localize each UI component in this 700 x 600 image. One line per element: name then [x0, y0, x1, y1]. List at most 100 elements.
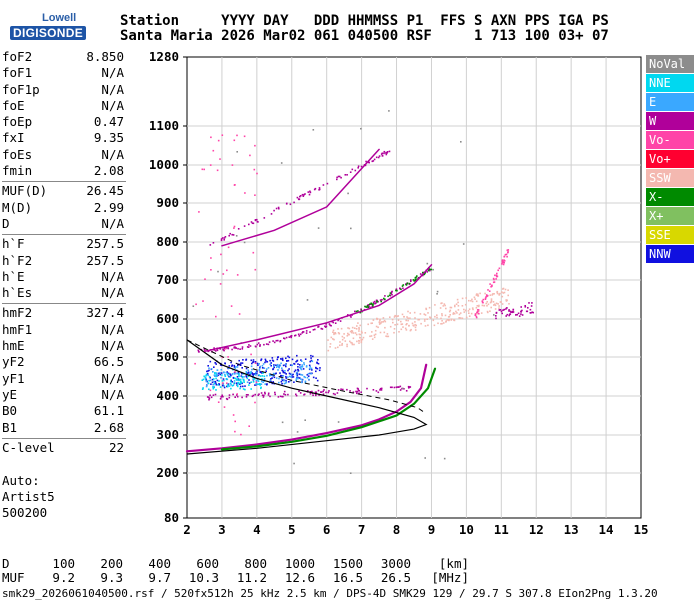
- echo-point-3hop: [231, 233, 233, 236]
- echo-point-ssw: [507, 294, 509, 297]
- echo-point-noval: [192, 305, 195, 307]
- echo-point-2hop-x: [365, 306, 368, 308]
- echo-point-ssw: [475, 294, 478, 296]
- echo-point-tail-w: [509, 310, 512, 313]
- echo-point-nnw: [271, 377, 273, 379]
- y-tick-label: 500: [156, 349, 179, 364]
- echo-point-nne: [232, 384, 235, 386]
- echo-point-2hop-x: [413, 280, 415, 282]
- echo-point-nnw: [281, 379, 284, 381]
- echo-point-ssw: [364, 332, 367, 334]
- muf-unit: [MHz]: [431, 570, 469, 585]
- echo-point-ssw: [494, 303, 496, 306]
- echo-point-2hop: [231, 348, 233, 351]
- echo-point-nne: [236, 384, 239, 386]
- echo-point-w: [399, 389, 402, 391]
- echo-point-nnw: [287, 369, 289, 372]
- echo-point-nnw: [261, 367, 264, 369]
- echo-point-noval: [281, 421, 284, 424]
- echo-point-e: [255, 380, 258, 382]
- echo-point-ssw: [434, 304, 436, 306]
- echo-point-nnw: [287, 355, 289, 358]
- echo-point-w: [315, 394, 317, 397]
- echo-point-w: [366, 387, 368, 390]
- echo-point-e: [243, 376, 245, 378]
- echo-point-e: [277, 365, 280, 367]
- echo-point-3hop: [383, 152, 385, 155]
- echo-point-tail: [476, 311, 478, 314]
- echo-point-noise: [238, 313, 241, 315]
- echo-point-w: [209, 394, 211, 397]
- echo-point-ssw: [394, 314, 396, 317]
- echo-point-w: [228, 394, 231, 396]
- echo-point-ssw: [400, 328, 403, 331]
- echo-point-noise: [203, 168, 205, 171]
- echo-point-2hop: [309, 331, 311, 333]
- ionogram-chart: 2 3 4 5 6 7 8 9 10 11 12 13 14 15 1280 1100 1000 900 800 70…: [149, 49, 649, 537]
- echo-point-nnw: [282, 359, 284, 362]
- x-tick-label: 3: [218, 522, 226, 537]
- echo-point-e: [256, 378, 259, 381]
- echo-point-w: [214, 393, 217, 396]
- echo-point-nne: [246, 377, 249, 380]
- echo-point-ssw: [401, 323, 404, 325]
- echo-point-ssw: [406, 316, 408, 318]
- echo-point-ssw: [473, 296, 476, 299]
- echo-point-2hop: [249, 345, 252, 347]
- echo-point-ssw: [373, 334, 376, 336]
- echo-point-ssw: [337, 346, 339, 349]
- echo-point-2hop: [367, 304, 369, 306]
- muf-table: D 100 200 400 600 800 1000 1500 3000 [km] MUF 9.2 9…: [2, 557, 469, 585]
- echo-point-e: [278, 381, 280, 384]
- echo-point-2hop: [332, 321, 335, 324]
- echo-point-e: [235, 366, 237, 368]
- echo-point-ssw: [472, 308, 474, 311]
- echo-point-tail: [503, 261, 505, 264]
- echo-point-w: [360, 391, 362, 393]
- echo-point-tail: [485, 296, 487, 298]
- echo-point-tail: [506, 255, 508, 258]
- echo-point-e: [265, 368, 268, 370]
- echo-point-ssw: [353, 343, 355, 346]
- echo-point-e: [219, 371, 221, 374]
- echo-point-nnw: [318, 369, 321, 372]
- echo-point-ssw: [445, 307, 447, 310]
- echo-point-nnw: [237, 364, 239, 366]
- echo-point-ssw: [491, 294, 494, 296]
- echo-point-e: [224, 374, 226, 376]
- echo-point-3hop: [386, 151, 389, 153]
- echo-point-2hop: [277, 339, 279, 342]
- echo-point-2hop: [203, 348, 206, 351]
- echo-point-ssw: [358, 342, 360, 344]
- echo-point-ssw: [501, 303, 504, 305]
- echo-point-ssw: [503, 291, 506, 294]
- echo-point-tail: [497, 269, 499, 272]
- echo-point-2hop: [298, 335, 301, 337]
- echo-point-nnw: [252, 359, 255, 361]
- echo-point-nne: [219, 386, 222, 388]
- echo-point-2hop-x: [355, 310, 358, 313]
- param-value: N/A: [101, 285, 124, 301]
- echo-point-nne: [237, 382, 240, 385]
- echo-point-w: [247, 394, 249, 396]
- echo-point-2hop: [267, 343, 270, 346]
- echo-point-nne: [226, 385, 229, 388]
- echo-point-ssw: [502, 292, 505, 294]
- echo-point-ssw: [347, 332, 349, 335]
- echo-point-ssw: [354, 332, 357, 334]
- echo-point-2hop: [241, 348, 244, 350]
- echo-point-2hop-x: [384, 298, 386, 301]
- echo-point-2hop: [317, 326, 319, 328]
- echo-point-ssw: [403, 316, 405, 318]
- echo-point-tail-w: [527, 307, 529, 309]
- echo-point-3hop: [346, 174, 348, 176]
- echo-point-nnw: [276, 358, 279, 361]
- x-tick-label: 2: [183, 522, 191, 537]
- echo-point-ssw: [494, 304, 497, 307]
- echo-point-nnw: [242, 385, 244, 388]
- echo-point-ssw: [499, 301, 502, 303]
- echo-point-2hop: [255, 345, 257, 348]
- echo-point-2hop-x: [415, 276, 417, 279]
- echo-point-ssw: [405, 323, 407, 326]
- echo-point-e: [311, 360, 314, 363]
